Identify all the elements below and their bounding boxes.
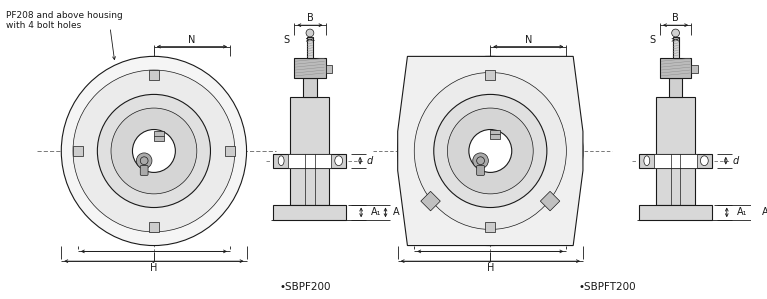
Text: A: A (762, 208, 767, 217)
Ellipse shape (414, 72, 566, 229)
Ellipse shape (278, 156, 284, 166)
Text: J: J (153, 253, 156, 263)
Bar (149, 222, 159, 232)
Ellipse shape (434, 94, 547, 208)
Circle shape (469, 129, 512, 173)
Bar (288, 154, 331, 167)
Polygon shape (397, 57, 583, 245)
Bar (154, 132, 163, 141)
Bar (656, 97, 695, 205)
Text: d: d (732, 156, 739, 166)
Ellipse shape (306, 29, 314, 37)
Ellipse shape (644, 156, 650, 166)
Text: N: N (525, 35, 532, 45)
Ellipse shape (334, 156, 343, 166)
Polygon shape (540, 191, 560, 211)
FancyBboxPatch shape (476, 166, 485, 175)
Bar (486, 70, 495, 80)
Bar (660, 58, 691, 78)
Bar (654, 154, 697, 167)
Ellipse shape (73, 70, 235, 232)
Bar (691, 65, 698, 73)
Bar (325, 65, 332, 73)
Bar (273, 205, 347, 220)
Bar (295, 58, 325, 78)
Ellipse shape (111, 108, 197, 194)
Circle shape (137, 153, 152, 169)
Bar (486, 222, 495, 232)
Text: H: H (486, 263, 494, 273)
Text: A₁: A₁ (736, 208, 747, 217)
Text: A₁: A₁ (371, 208, 381, 217)
Bar (225, 146, 235, 156)
Bar (273, 154, 347, 167)
Polygon shape (421, 191, 440, 211)
Bar (490, 129, 500, 139)
Ellipse shape (97, 94, 210, 208)
Bar (303, 78, 317, 97)
Ellipse shape (447, 108, 533, 194)
Circle shape (133, 129, 176, 173)
Text: B: B (307, 13, 313, 23)
Text: B: B (672, 13, 679, 23)
Ellipse shape (700, 156, 708, 166)
Text: N: N (188, 35, 196, 45)
Ellipse shape (672, 29, 680, 37)
FancyBboxPatch shape (140, 166, 148, 175)
Circle shape (472, 153, 489, 169)
Text: PF208 and above housing
with 4 bolt holes: PF208 and above housing with 4 bolt hole… (5, 10, 123, 30)
Bar (73, 146, 83, 156)
Bar (291, 97, 330, 205)
Text: A: A (393, 208, 400, 217)
Bar (639, 154, 712, 167)
Ellipse shape (61, 57, 246, 245)
Text: J: J (489, 253, 492, 263)
Bar (149, 70, 159, 80)
Bar (307, 37, 313, 58)
Text: •SBPFT200: •SBPFT200 (578, 283, 636, 292)
Text: •SBPF200: •SBPF200 (279, 283, 331, 292)
Bar (673, 37, 679, 58)
Text: d: d (367, 156, 373, 166)
Text: S: S (283, 35, 289, 45)
Text: H: H (150, 263, 157, 273)
Text: S: S (649, 35, 655, 45)
Ellipse shape (397, 57, 583, 245)
Bar (669, 78, 683, 97)
Bar (639, 205, 712, 220)
